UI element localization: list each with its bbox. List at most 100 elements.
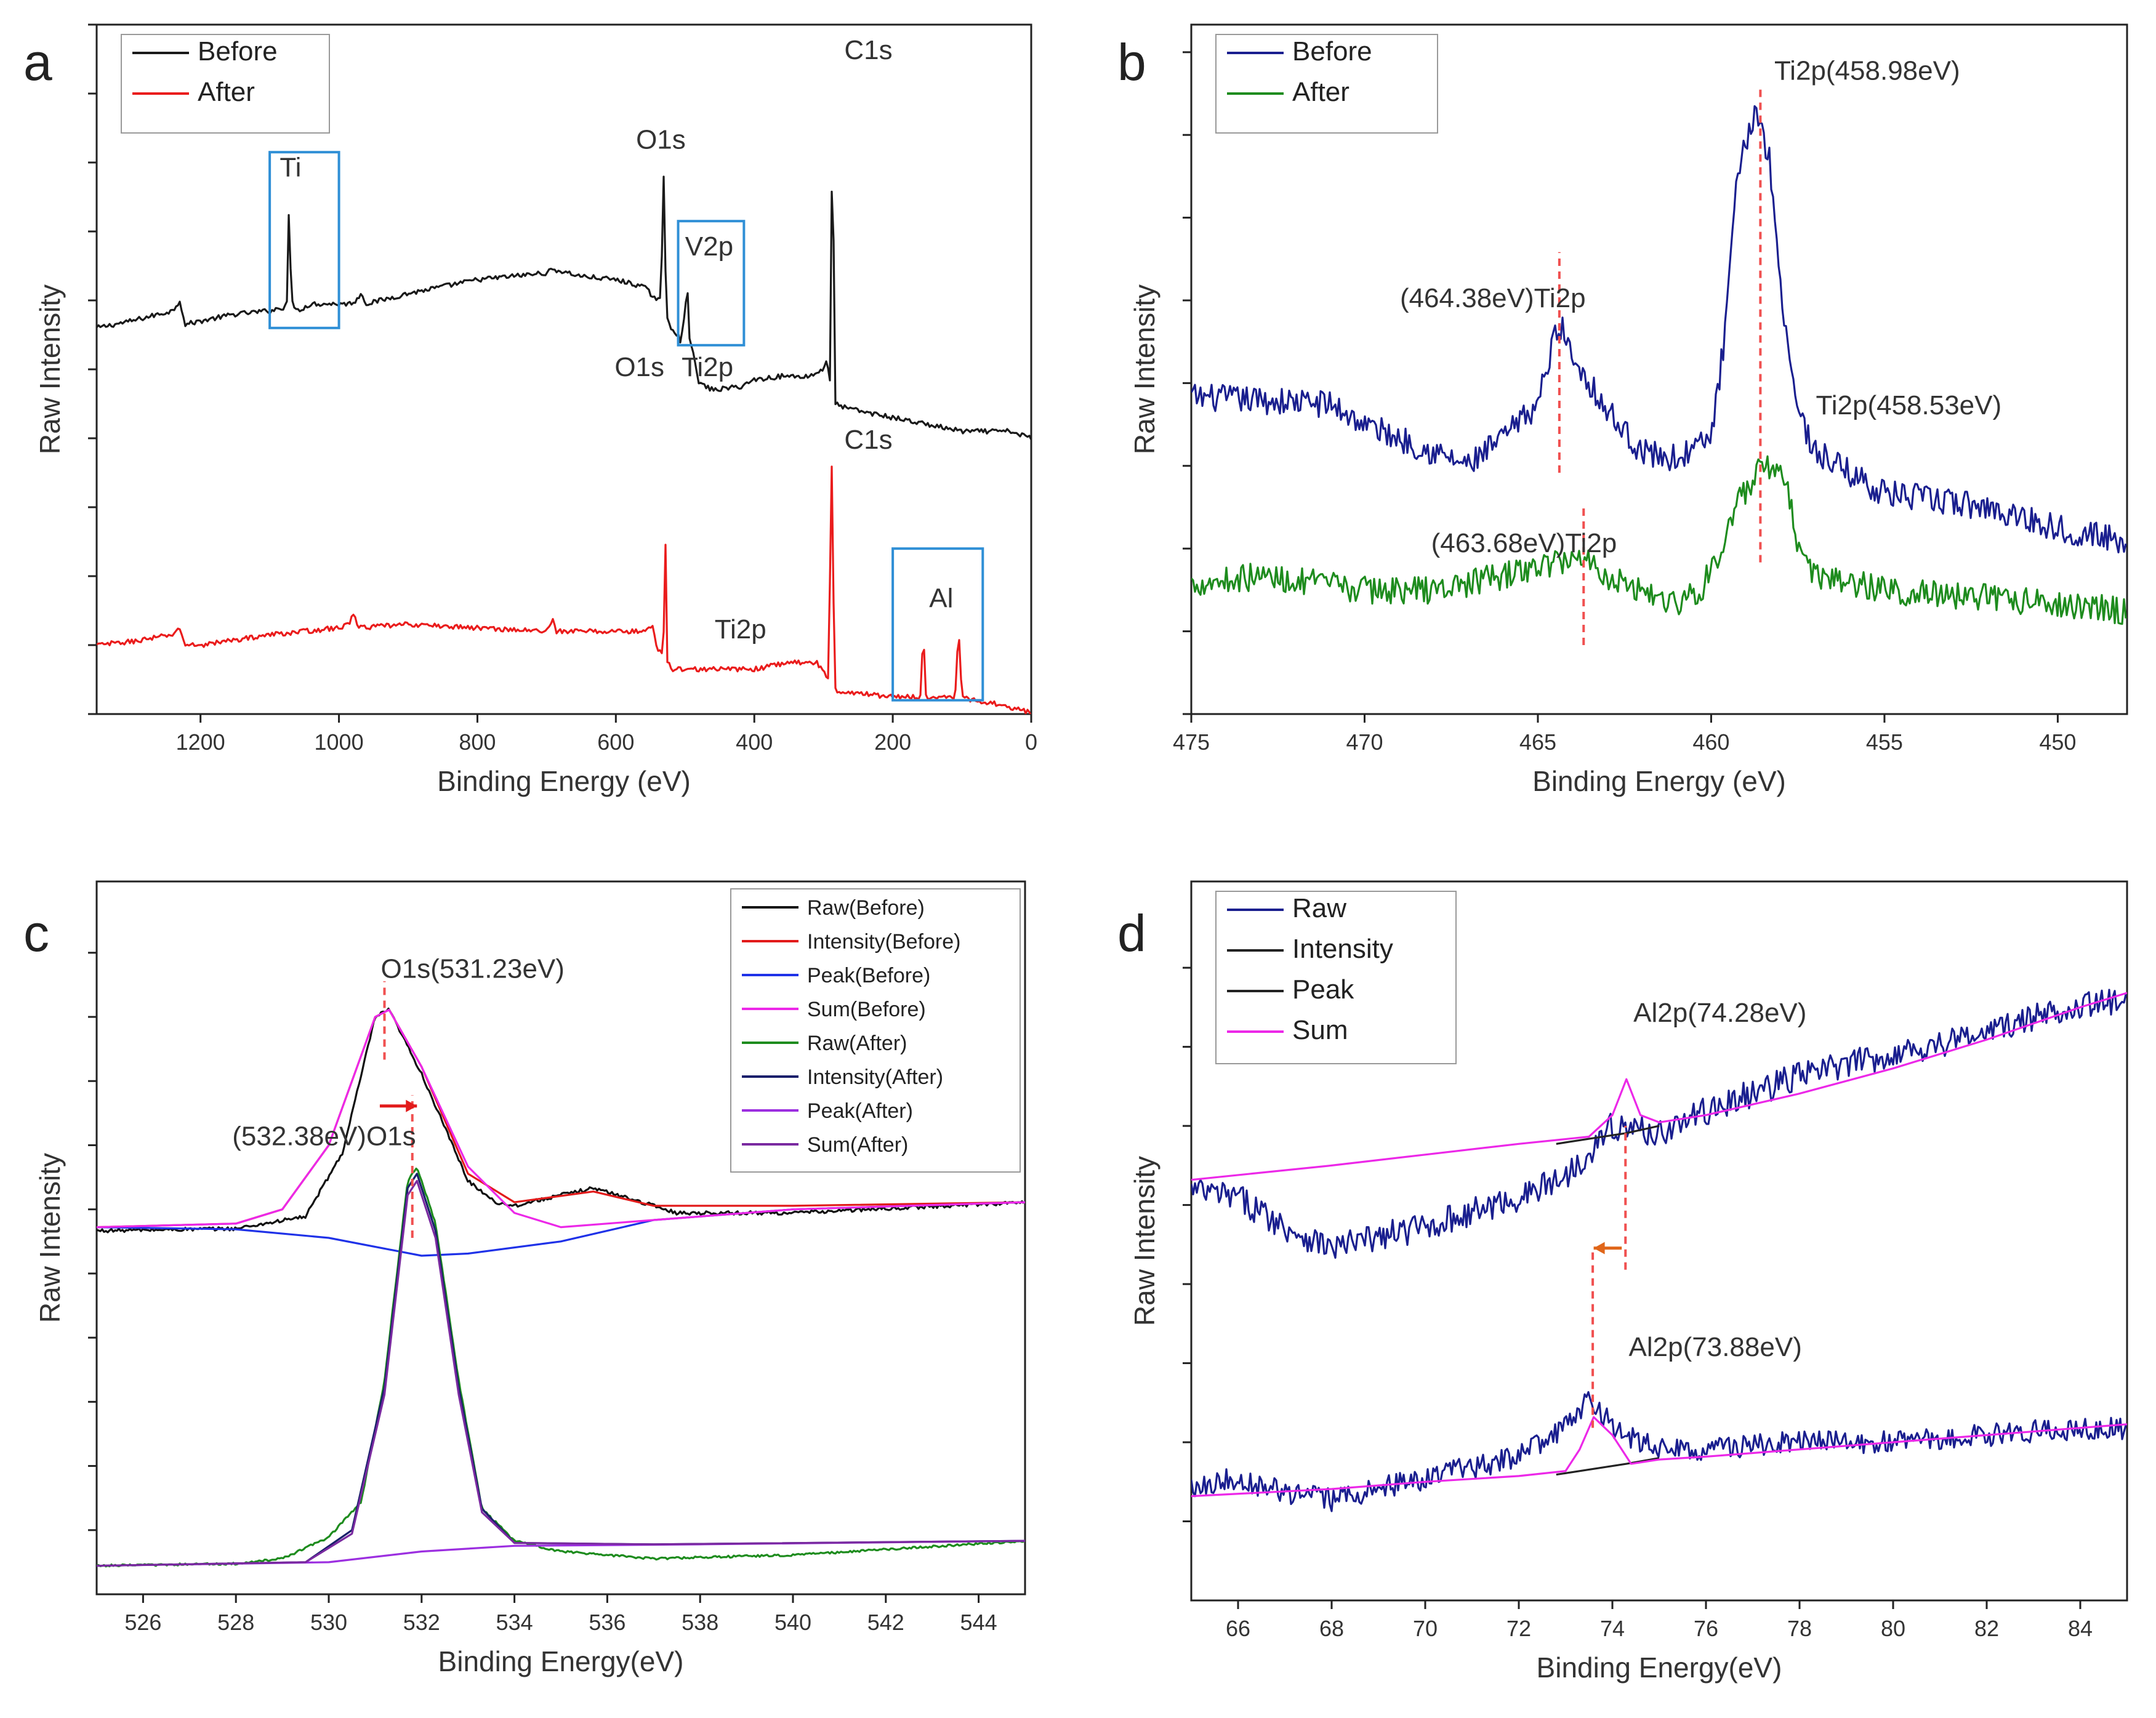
peak-annotation: C1s <box>844 35 892 65</box>
x-tick-label: 82 <box>1974 1616 1999 1641</box>
x-tick-label: 76 <box>1694 1616 1718 1641</box>
peak-annotation: Al2p(73.88eV) <box>1629 1332 1802 1362</box>
panel-d: d 66 68 70 72 74 76 78 80 82 84 Binding Energy(eV) R… <box>1117 880 2128 1684</box>
legend-label: Sum <box>1292 1015 1348 1045</box>
peak-annotation: O1s <box>636 125 686 155</box>
legend-label: Peak(After) <box>807 1099 913 1123</box>
x-tick-label: 80 <box>1881 1616 1905 1641</box>
legend-label: Peak <box>1292 974 1354 1005</box>
peak-annotation: Ti2p <box>715 614 766 644</box>
x-tick-label: 72 <box>1506 1616 1531 1641</box>
series-line-raw-after- <box>97 1167 1024 1568</box>
legend: Raw(Before) Intensity(Before) Peak(Before)… <box>730 888 1021 1173</box>
plot-frame <box>95 880 1026 1596</box>
x-tick-label: 74 <box>1600 1616 1625 1641</box>
legend-label: After <box>1292 77 1350 107</box>
panel-letter: b <box>1117 33 1146 91</box>
plot-area <box>97 1007 1025 1568</box>
series-line-sum <box>1191 1416 2127 1498</box>
legend-label: Raw(After) <box>807 1032 907 1055</box>
x-tick-label: 455 <box>1866 729 1903 755</box>
peak-annotation: O1s(531.23eV) <box>381 953 565 984</box>
series-line-before <box>97 175 1031 440</box>
series-line-before <box>1191 105 2127 553</box>
x-tick-label: 450 <box>2039 729 2076 755</box>
legend-box <box>121 34 330 134</box>
plot-area <box>97 175 1031 714</box>
peak-annotation: Ti2p(458.98eV) <box>1774 56 1960 86</box>
legend-label: Sum(After) <box>807 1133 908 1157</box>
panel-letter: a <box>23 33 52 91</box>
highlight-box <box>677 220 746 347</box>
x-tick-label: 536 <box>589 1610 625 1635</box>
series-line-raw <box>1191 1391 2127 1512</box>
x-tick-label: 532 <box>403 1610 440 1635</box>
plot-frame <box>1190 880 2128 1602</box>
peak-annotation: V2p <box>685 231 733 262</box>
legend-box <box>1215 891 1457 1064</box>
x-tick-label: 460 <box>1692 729 1729 755</box>
panel-a: a 1200 1000 800 600 400 200 0 Binding Energy (eV… <box>23 23 1037 797</box>
x-tick-label: 538 <box>682 1610 718 1635</box>
y-axis-title: Raw Intensity <box>1128 1156 1160 1326</box>
x-tick-label: 475 <box>1173 729 1210 755</box>
panel-letter: c <box>23 904 49 962</box>
plot-area <box>1191 105 2127 625</box>
highlight-box <box>891 547 984 702</box>
panel-c: c 526 528 530 532 534 536 538 540 542 544 Binding E… <box>23 880 1026 1677</box>
x-axis-title: Binding Energy(eV) <box>438 1645 684 1677</box>
x-axis-title: Binding Energy(eV) <box>1537 1652 1782 1684</box>
legend: Before After <box>121 34 330 134</box>
legend-label: Sum(Before) <box>807 998 926 1021</box>
legend-label: Before <box>198 36 278 66</box>
series-line-peak <box>1556 1457 1660 1476</box>
x-tick-label: 470 <box>1346 729 1383 755</box>
x-tick-label: 800 <box>459 729 496 755</box>
x-tick-label: 400 <box>736 729 773 755</box>
x-tick-label: 66 <box>1226 1616 1250 1641</box>
panel-b: b 475 470 465 460 455 450 Binding Energy (eV) Ra… <box>1117 23 2128 797</box>
x-tick-label: 600 <box>597 729 634 755</box>
peak-annotation: O1s <box>614 352 664 382</box>
series-line-after <box>97 465 1031 714</box>
peak-annotation: Ti <box>280 152 301 182</box>
shift-arrow-head <box>1593 1242 1605 1254</box>
peak-annotation: Al2p(74.28eV) <box>1633 998 1806 1028</box>
legend-label: Intensity(Before) <box>807 930 960 953</box>
legend-label: Intensity(After) <box>807 1066 943 1089</box>
legend-label: Intensity <box>1292 934 1393 964</box>
legend: Before After <box>1215 34 1438 134</box>
legend-box <box>730 888 1021 1173</box>
panel-letter: d <box>1117 904 1146 962</box>
x-tick-label: 526 <box>124 1610 161 1635</box>
legend-label: Before <box>1292 36 1372 66</box>
highlight-box <box>268 151 340 329</box>
series-line-raw <box>1191 989 2127 1259</box>
plot-frame <box>1190 23 2128 715</box>
peak-annotation: (464.38eV)Ti2p <box>1400 283 1586 313</box>
series-line-peak <box>1556 1125 1660 1145</box>
x-tick-label: 1000 <box>315 729 364 755</box>
y-axis-title: Raw Intensity <box>34 1153 66 1323</box>
peak-annotation: Ti2p(458.53eV) <box>1816 390 2001 420</box>
legend-label: Raw <box>1292 893 1346 923</box>
x-tick-label: 542 <box>867 1610 904 1635</box>
x-tick-label: 70 <box>1413 1616 1438 1641</box>
x-tick-label: 1200 <box>176 729 225 755</box>
y-axis-title: Raw Intensity <box>1128 284 1160 454</box>
series-line-sum-before- <box>97 1008 1025 1229</box>
x-tick-label: 534 <box>496 1610 533 1635</box>
x-axis-title: Binding Energy (eV) <box>437 765 691 797</box>
legend-label: After <box>198 77 255 107</box>
x-tick-label: 465 <box>1519 729 1556 755</box>
legend-label: Raw(Before) <box>807 896 925 920</box>
y-axis-title: Raw Intensity <box>34 284 66 454</box>
x-tick-label: 540 <box>774 1610 811 1635</box>
x-tick-label: 200 <box>874 729 911 755</box>
legend-label: Peak(Before) <box>807 964 930 987</box>
peak-annotation: Ti2p <box>682 352 733 382</box>
series-line-after <box>1191 455 2127 625</box>
x-tick-label: 530 <box>310 1610 347 1635</box>
